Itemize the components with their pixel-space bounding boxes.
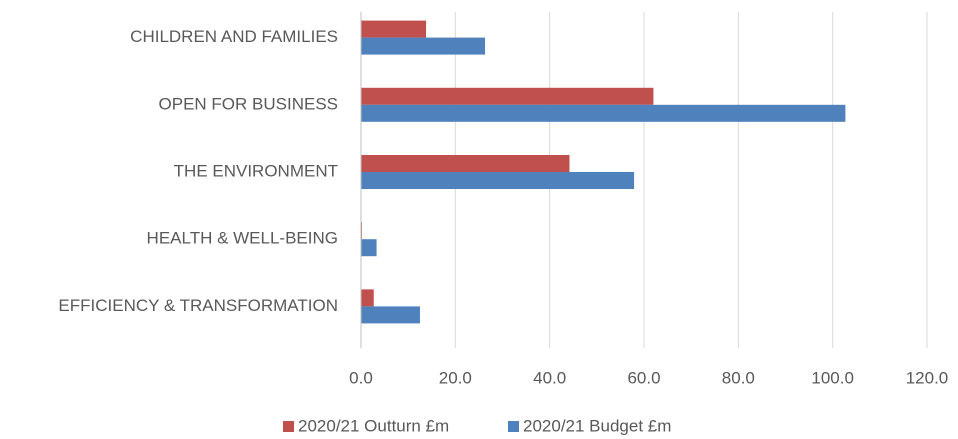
legend-swatch bbox=[283, 421, 294, 432]
x-tick-label: 60.0 bbox=[627, 368, 660, 387]
x-tick-label: 100.0 bbox=[811, 368, 854, 387]
bar bbox=[361, 104, 846, 122]
bar bbox=[361, 37, 486, 55]
legend-label: 2020/21 Outturn £m bbox=[298, 416, 449, 435]
x-tick-label: 0.0 bbox=[349, 368, 373, 387]
x-tick-label: 40.0 bbox=[533, 368, 566, 387]
legend-swatch bbox=[508, 421, 519, 432]
y-tick-label: OPEN FOR BUSINESS bbox=[159, 94, 338, 113]
x-tick-label: 80.0 bbox=[722, 368, 755, 387]
legend-label: 2020/21 Budget £m bbox=[523, 416, 671, 435]
bar bbox=[361, 306, 420, 324]
x-tick-label: 120.0 bbox=[906, 368, 949, 387]
y-tick-label: EFFICIENCY & TRANSFORMATION bbox=[58, 296, 338, 315]
bar bbox=[361, 20, 427, 38]
bar bbox=[361, 172, 635, 189]
bar bbox=[361, 87, 654, 105]
y-tick-label: THE ENVIRONMENT bbox=[174, 161, 338, 180]
x-tick-label: 20.0 bbox=[439, 368, 472, 387]
bar bbox=[361, 239, 377, 257]
y-tick-label: HEALTH & WELL-BEING bbox=[147, 229, 338, 248]
bar bbox=[361, 289, 374, 307]
bar bbox=[361, 155, 570, 172]
y-tick-label: CHILDREN AND FAMILIES bbox=[130, 27, 338, 46]
